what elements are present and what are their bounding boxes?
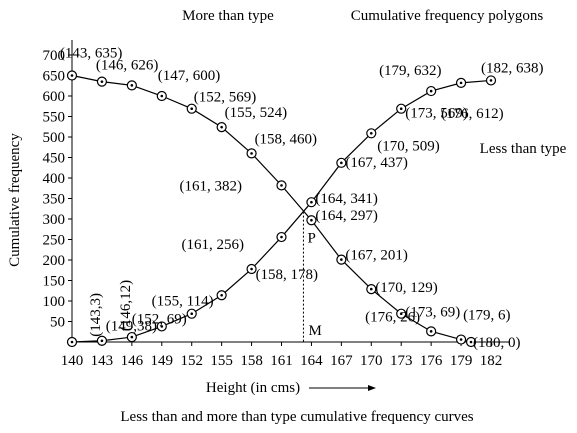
x-tick-label: 155 (210, 353, 233, 369)
less-than-data-label: (152, 69) (132, 312, 187, 328)
more-than-data-label: (155, 524) (225, 105, 288, 121)
y-tick-label: 250 (43, 233, 66, 249)
chart-title: Cumulative frequency polygons (351, 8, 544, 24)
x-tick-label: 149 (151, 353, 174, 369)
x-tick-label: 146 (121, 353, 144, 369)
series-name-less-than: Less than type (480, 141, 567, 157)
less-than-data-label: (167, 437) (345, 155, 408, 171)
point-center-dot (310, 200, 313, 204)
point-center-dot (190, 312, 194, 316)
y-tick-label: 650 (43, 69, 66, 85)
median-foot-label-m: M (308, 323, 321, 339)
point-center-dot (100, 80, 104, 83)
point-center-dot (220, 125, 223, 129)
more-than-data-label: (147, 600) (158, 68, 221, 84)
point-center-dot (220, 293, 223, 297)
x-tick-label: 158 (240, 353, 263, 369)
x-tick-label: 176 (420, 353, 443, 369)
point-center-dot (280, 184, 283, 187)
point-center-dot (160, 325, 164, 328)
more-than-data-label: (176, 26) (365, 309, 420, 325)
more-than-data-label: (143, 635) (60, 46, 123, 62)
less-than-data-label: (173, 569) (405, 106, 468, 122)
less-than-data-label: (155, 114) (152, 293, 214, 309)
point-center-dot (469, 340, 473, 344)
y-tick-label: 300 (43, 212, 66, 228)
x-tick-label: 152 (180, 353, 203, 369)
series-name-more-than: More than type (182, 8, 274, 24)
point-center-dot (70, 74, 74, 77)
y-tick-label: 50 (50, 315, 65, 331)
less-than-data-label: (161, 256) (182, 237, 245, 253)
point-center-dot (340, 161, 343, 165)
point-center-dot (369, 132, 373, 135)
y-tick-label: 450 (43, 151, 66, 167)
more-than-data-label: (170, 129) (375, 280, 438, 296)
more-than-data-label: (161, 382) (180, 178, 243, 194)
y-tick-label: 700 (43, 48, 66, 64)
point-center-dot (100, 339, 104, 343)
point-center-dot (369, 287, 373, 291)
point-center-dot (70, 340, 74, 344)
y-tick-label: 550 (43, 110, 66, 126)
y-tick-label: 350 (43, 192, 66, 208)
point-center-dot (160, 94, 164, 98)
y-tick-label: 600 (43, 89, 66, 105)
figure-caption: Less than and more than type cumulative … (120, 409, 473, 425)
more-than-data-label: (167, 201) (345, 248, 408, 264)
point-center-dot (399, 107, 403, 111)
point-center-dot (250, 267, 253, 271)
x-tick-label: 173 (390, 353, 413, 369)
less-than-data-label: (179, 632) (379, 63, 442, 79)
point-center-dot (310, 218, 313, 222)
x-tick-label: 143 (91, 353, 114, 369)
intersection-label-p: P (307, 231, 315, 247)
y-axis-label: Cumulative frequency (7, 133, 23, 267)
less-than-data-label: (146,12) (118, 280, 134, 331)
point-center-dot (459, 338, 463, 341)
less-than-data-label: (170, 509) (377, 138, 440, 154)
point-center-dot (280, 235, 283, 239)
x-tick-label: 170 (360, 353, 383, 369)
less-than-data-label: (164, 341) (315, 191, 378, 207)
y-tick-label: 100 (43, 294, 66, 310)
more-than-data-label: (158, 460) (255, 131, 317, 147)
x-tick-label: 161 (270, 353, 293, 369)
y-tick-label: 400 (43, 171, 66, 187)
y-tick-label: 500 (43, 130, 66, 146)
more-than-data-label: (180, 0) (473, 335, 521, 351)
x-tick-label: 164 (300, 353, 323, 369)
point-center-dot (340, 258, 343, 261)
x-axis-label-arrowhead (368, 385, 376, 391)
x-tick-label: 179 (450, 353, 473, 369)
point-center-dot (130, 335, 134, 339)
less-than-data-label: (176, 612) (441, 106, 504, 122)
less-than-data-label: (158, 178) (256, 267, 318, 283)
plot-area: 50 100 150 200 250 300 350 400 450 500 550 600 650 70… (43, 40, 544, 369)
point-center-dot (130, 84, 134, 87)
point-center-dot (190, 107, 194, 111)
point-center-dot (250, 152, 253, 155)
y-tick-label: 200 (43, 253, 66, 269)
x-tick-label: 182 (480, 353, 503, 369)
x-tick-label: 140 (61, 353, 84, 369)
more-than-data-label: (152, 569) (194, 90, 257, 106)
less-than-data-label: (149,38) (106, 318, 157, 334)
less-than-data-label: (182, 638) (481, 60, 544, 76)
y-tick-label: 150 (43, 274, 66, 290)
more-than-data-label: (173, 69) (405, 305, 460, 321)
point-center-dot (429, 330, 433, 333)
less-than-data-label: (143,3) (88, 293, 104, 337)
x-axis-label: Height (in cms) (206, 380, 300, 396)
more-than-data-label: (179, 6) (463, 308, 511, 324)
point-center-dot (399, 312, 403, 316)
point-center-dot (459, 81, 463, 85)
more-than-data-label: (146, 626) (96, 57, 159, 73)
more-than-data-label: (164, 297) (315, 208, 378, 224)
point-center-dot (429, 89, 433, 93)
point-center-dot (489, 79, 493, 82)
x-tick-label: 167 (330, 353, 353, 369)
